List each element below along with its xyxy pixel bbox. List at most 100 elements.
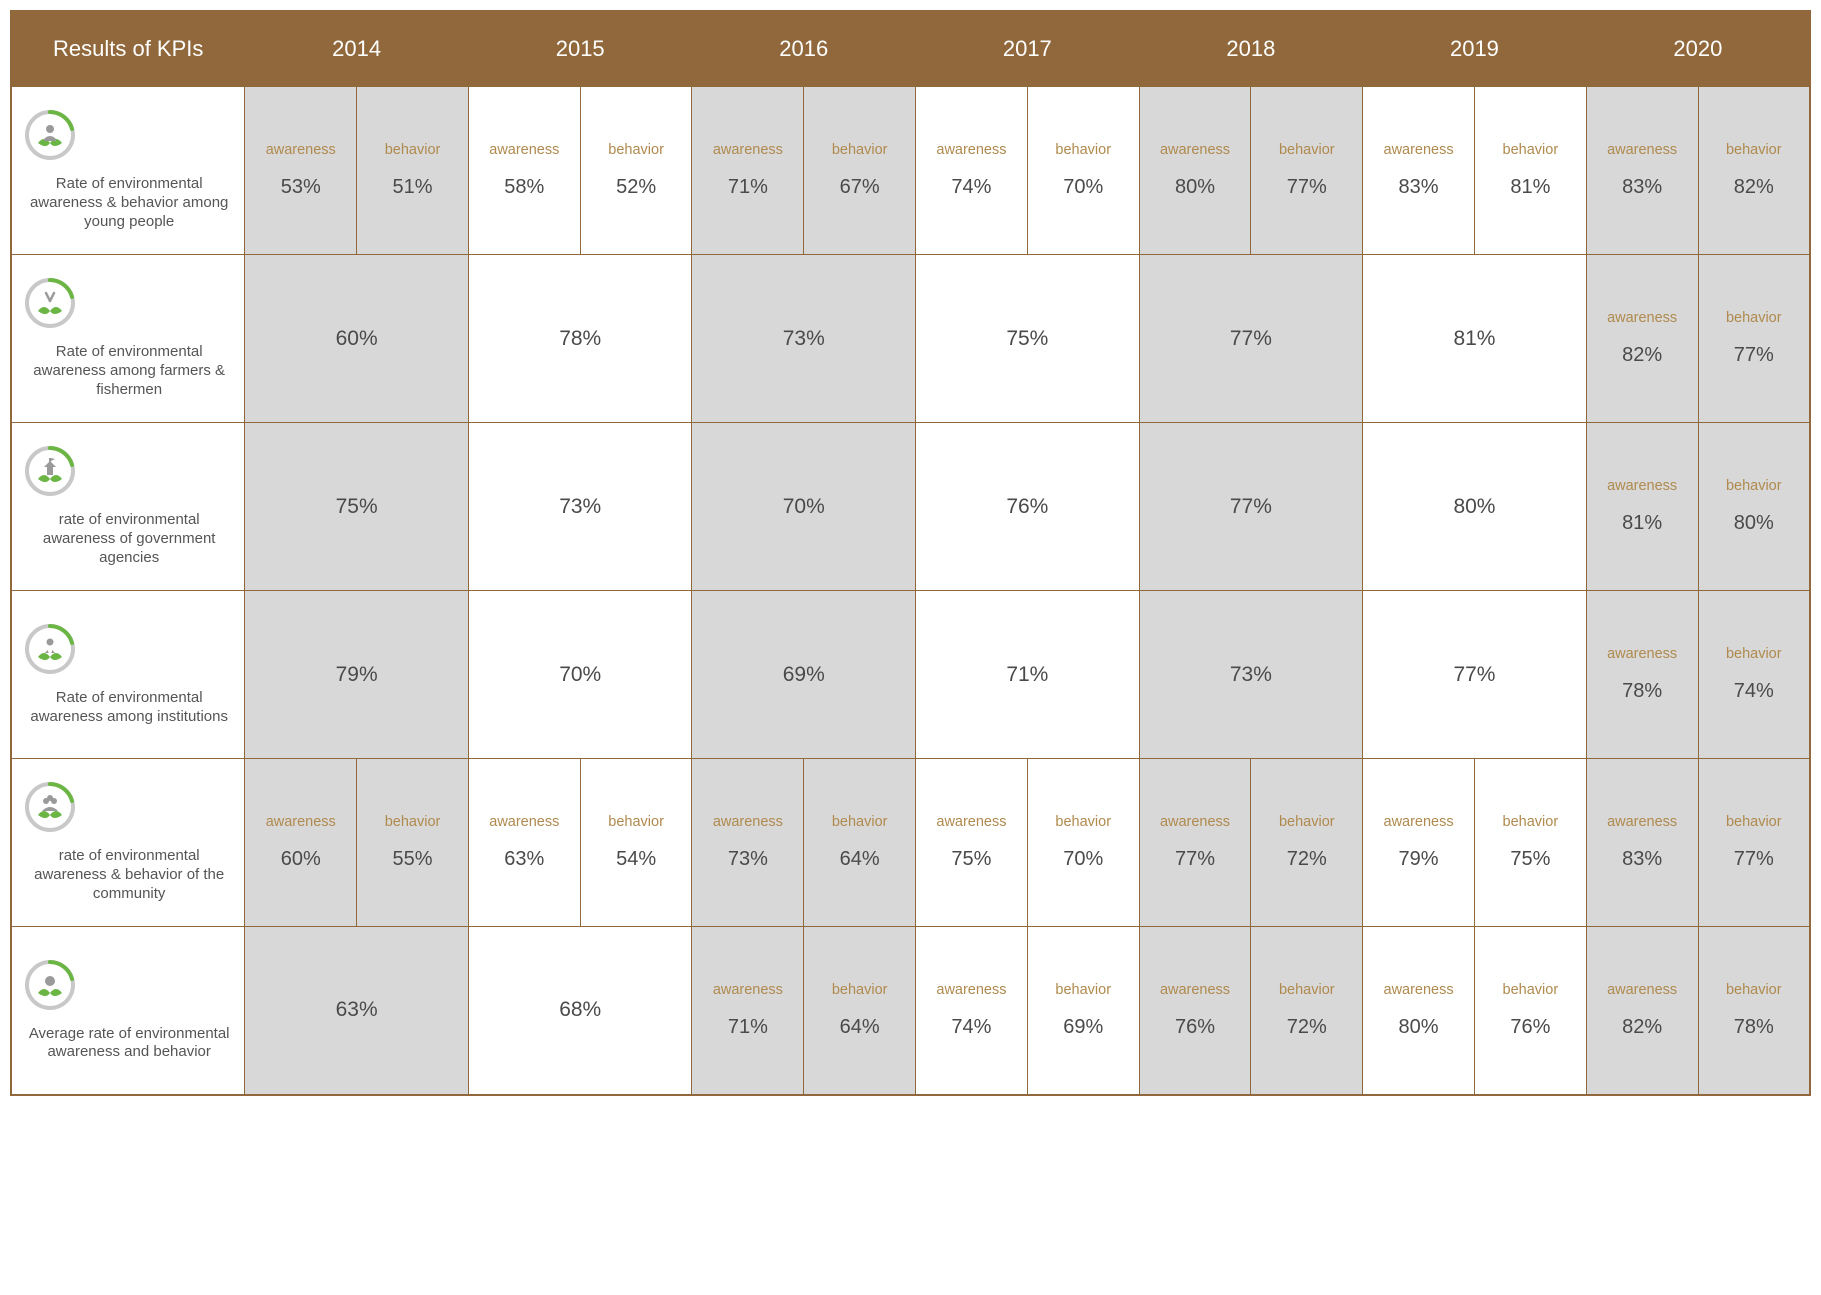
cell-value: 70% (559, 663, 601, 687)
awareness-cell: awareness 60% (245, 759, 357, 927)
header-year: 2017 (916, 11, 1140, 87)
awareness-value: 71% (728, 176, 768, 199)
awareness-value: 78% (1622, 680, 1662, 703)
awareness-cell: awareness80% (1363, 927, 1475, 1095)
awareness-label: awareness (266, 814, 336, 830)
awareness-cell: awareness79% (1363, 759, 1475, 927)
awareness-cell: awareness78% (1586, 591, 1698, 759)
awareness-cell: awareness81% (1586, 423, 1698, 591)
behavior-value: 80% (1734, 512, 1774, 535)
awareness-value: 74% (951, 1016, 991, 1039)
cell-value: 77% (1230, 327, 1272, 351)
awareness-value: 76% (1175, 1016, 1215, 1039)
cell-value: 80% (1453, 495, 1495, 519)
header-year: 2014 (245, 11, 469, 87)
behavior-label: behavior (608, 142, 664, 158)
awareness-label: awareness (1607, 814, 1677, 830)
header-year: 2020 (1586, 11, 1810, 87)
behavior-value: 70% (1063, 848, 1103, 871)
awareness-value: 82% (1622, 1016, 1662, 1039)
row-label: Average rate of environmental awareness … (24, 1025, 234, 1063)
behavior-cell: behavior54% (580, 759, 692, 927)
behavior-label: behavior (1055, 982, 1111, 998)
behavior-cell: behavior 78% (1698, 927, 1810, 1095)
awareness-cell: awareness 82% (1586, 927, 1698, 1095)
single-value-cell: 71% (916, 591, 1140, 759)
behavior-cell: behavior55% (357, 759, 469, 927)
single-value-cell: 73% (1139, 591, 1363, 759)
row-label-cell: Rate of environmental awareness among in… (11, 591, 245, 759)
single-value-cell: 79% (245, 591, 469, 759)
awareness-value: 82% (1622, 344, 1662, 367)
row-label-cell: rate of environmental awareness of gover… (11, 423, 245, 591)
header-title: Results of KPIs (11, 11, 245, 87)
awareness-label: awareness (1607, 982, 1677, 998)
behavior-label: behavior (832, 982, 888, 998)
awareness-cell: awareness73% (692, 759, 804, 927)
behavior-cell: behavior77% (1251, 87, 1363, 255)
behavior-label: behavior (1726, 814, 1782, 830)
behavior-value: 77% (1734, 848, 1774, 871)
behavior-cell: behavior69% (1027, 927, 1139, 1095)
behavior-cell: behavior72% (1251, 759, 1363, 927)
behavior-label: behavior (1279, 814, 1335, 830)
awareness-label: awareness (936, 142, 1006, 158)
single-value-cell: 73% (468, 423, 692, 591)
awareness-label: awareness (1160, 142, 1230, 158)
cell-value: 69% (783, 663, 825, 687)
row-label: Rate of environmental awareness among in… (24, 689, 234, 727)
cell-value: 63% (336, 998, 378, 1022)
behavior-cell: behavior 64% (804, 759, 916, 927)
row-label: Rate of environmental awareness & behavi… (24, 175, 234, 231)
cell-value: 73% (783, 327, 825, 351)
header-row: Results of KPIs 2014 2015 2016 2017 2018… (11, 11, 1810, 87)
single-value-cell: 75% (245, 423, 469, 591)
awareness-value: 77% (1175, 848, 1215, 871)
awareness-label: awareness (713, 814, 783, 830)
awareness-label: awareness (713, 142, 783, 158)
awareness-value: 53% (281, 176, 321, 199)
awareness-value: 74% (951, 176, 991, 199)
awareness-value: 83% (1622, 176, 1662, 199)
awareness-value: 80% (1175, 176, 1215, 199)
cell-value: 79% (336, 663, 378, 687)
table-row: Average rate of environmental awareness … (11, 927, 1810, 1095)
awareness-value: 63% (504, 848, 544, 871)
behavior-cell: behavior81% (1474, 87, 1586, 255)
behavior-value: 78% (1734, 1016, 1774, 1039)
behavior-cell: behavior 80% (1698, 423, 1810, 591)
awareness-cell: awareness58% (468, 87, 580, 255)
single-value-cell: 73% (692, 255, 916, 423)
behavior-label: behavior (608, 814, 664, 830)
single-value-cell: 63% (245, 927, 469, 1095)
behavior-label: behavior (1726, 982, 1782, 998)
cell-value: 75% (1006, 327, 1048, 351)
behavior-value: 77% (1287, 176, 1327, 199)
behavior-label: behavior (385, 142, 441, 158)
awareness-label: awareness (1384, 142, 1454, 158)
behavior-label: behavior (1503, 814, 1559, 830)
behavior-label: behavior (832, 814, 888, 830)
awareness-value: 75% (951, 848, 991, 871)
awareness-value: 58% (504, 176, 544, 199)
awareness-label: awareness (936, 814, 1006, 830)
single-value-cell: 75% (916, 255, 1140, 423)
behavior-value: 77% (1734, 344, 1774, 367)
kpi-icon (24, 781, 76, 833)
awareness-value: 60% (281, 848, 321, 871)
awareness-cell: awareness53% (245, 87, 357, 255)
behavior-value: 64% (840, 848, 880, 871)
behavior-value: 81% (1510, 176, 1550, 199)
awareness-value: 79% (1399, 848, 1439, 871)
single-value-cell: 68% (468, 927, 692, 1095)
behavior-cell: behavior 77% (1698, 759, 1810, 927)
behavior-label: behavior (1726, 478, 1782, 494)
awareness-label: awareness (713, 982, 783, 998)
awareness-label: awareness (1607, 310, 1677, 326)
behavior-value: 72% (1287, 1016, 1327, 1039)
single-value-cell: 77% (1139, 255, 1363, 423)
behavior-cell: behavior72% (1251, 927, 1363, 1095)
behavior-label: behavior (1503, 982, 1559, 998)
awareness-value: 83% (1622, 848, 1662, 871)
kpi-icon (24, 445, 76, 497)
